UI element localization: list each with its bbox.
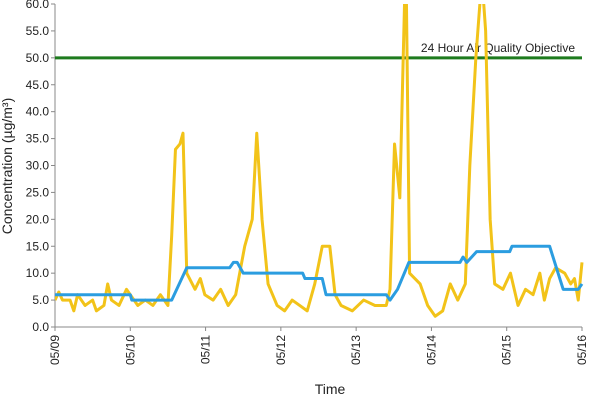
y-tick-label: 35.0 <box>26 132 50 146</box>
x-tick-label: 05/11 <box>199 335 213 364</box>
y-tick-label: 30.0 <box>26 159 50 173</box>
y-tick-label: 20.0 <box>26 212 50 226</box>
y-tick-label: 50.0 <box>26 51 50 65</box>
y-tick-label: 25.0 <box>26 185 50 199</box>
y-tick-label: 40.0 <box>26 105 50 119</box>
x-tick-label: 05/16 <box>575 335 589 365</box>
y-tick-label: 0.0 <box>32 320 49 334</box>
y-axis-title: Concentration (µg/m³) <box>0 98 15 234</box>
y-tick-label: 5.0 <box>32 293 49 307</box>
y-tick-label: 55.0 <box>26 24 50 38</box>
x-tick-label: 05/12 <box>274 335 288 365</box>
y-tick-label: 10.0 <box>26 266 50 280</box>
y-tick-label: 45.0 <box>26 78 50 92</box>
x-axis-title: Time <box>315 381 346 397</box>
data-line <box>55 244 584 302</box>
x-tick-label: 05/13 <box>349 335 363 365</box>
x-tick-label: 05/14 <box>424 335 438 365</box>
x-tick-label: 05/10 <box>123 335 137 365</box>
reference-label: 24 Hour Air Quality Objective <box>421 41 575 55</box>
y-tick-label: 60.0 <box>26 0 50 11</box>
y-tick-label: 15.0 <box>26 239 50 253</box>
x-tick-label: 05/09 <box>48 335 62 365</box>
x-tick-label: 05/15 <box>500 335 514 365</box>
